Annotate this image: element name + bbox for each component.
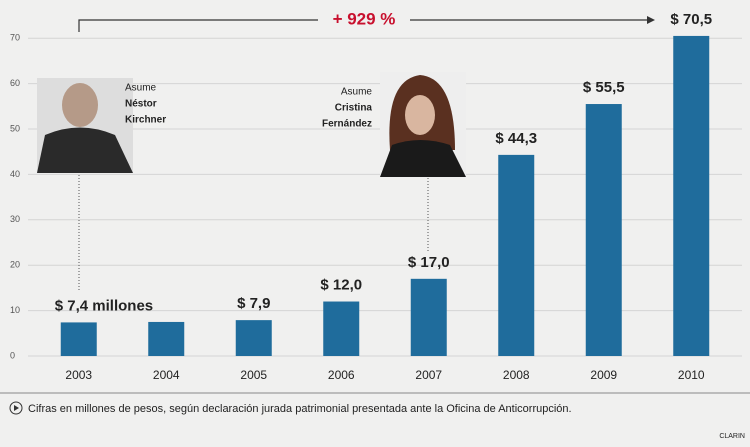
y-tick-label: 50 <box>10 123 20 133</box>
bar <box>498 154 535 356</box>
bar <box>148 321 185 356</box>
x-tick-label: 2010 <box>678 368 705 382</box>
fernandez-photo <box>380 72 466 177</box>
x-tick-label: 2003 <box>65 368 92 382</box>
value-label: $ 17,0 <box>408 254 450 271</box>
arrow-head <box>647 16 655 24</box>
kirchner-text: Asume <box>125 83 157 94</box>
growth-label: + 929 % <box>333 9 396 28</box>
bar <box>60 322 97 356</box>
value-label: $ 44,3 <box>495 130 537 147</box>
x-tick-label: 2009 <box>590 368 617 382</box>
growth-arrow <box>78 19 648 32</box>
bar <box>235 320 272 356</box>
x-tick-label: 2008 <box>503 368 530 382</box>
x-tick-label: 2004 <box>153 368 180 382</box>
fernandez-text: Asume <box>341 87 373 98</box>
y-tick-label: 0 <box>10 350 15 360</box>
y-tick-label: 10 <box>10 305 20 315</box>
x-tick-label: 2006 <box>328 368 355 382</box>
y-tick-label: 60 <box>10 78 20 88</box>
y-tick-label: 30 <box>10 214 20 224</box>
x-tick-label: 2007 <box>415 368 442 382</box>
bar <box>323 301 360 356</box>
value-label: $ 55,5 <box>583 79 625 96</box>
footnote: Cifras en millones de pesos, según decla… <box>28 403 572 415</box>
kirchner-text: Néstor <box>125 99 157 110</box>
note-icon <box>14 405 19 411</box>
y-tick-label: 40 <box>10 169 20 179</box>
kirchner-text: Kirchner <box>125 115 166 126</box>
bar <box>410 278 447 356</box>
value-label: $ 70,5 <box>670 11 712 28</box>
fernandez-text: Fernández <box>322 119 372 130</box>
source: CLARIN <box>719 433 745 440</box>
value-label: $ 12,0 <box>320 276 362 293</box>
value-label: $ 7,4 millones <box>55 297 153 314</box>
y-tick-label: 20 <box>10 260 20 270</box>
bar <box>585 104 622 356</box>
kirchner-photo <box>37 78 133 173</box>
fernandez-text: Cristina <box>335 103 373 114</box>
note-icon <box>9 401 23 415</box>
bar <box>673 35 710 357</box>
y-tick-label: 70 <box>10 33 20 43</box>
x-tick-label: 2005 <box>240 368 267 382</box>
value-label: $ 7,9 <box>237 295 270 312</box>
